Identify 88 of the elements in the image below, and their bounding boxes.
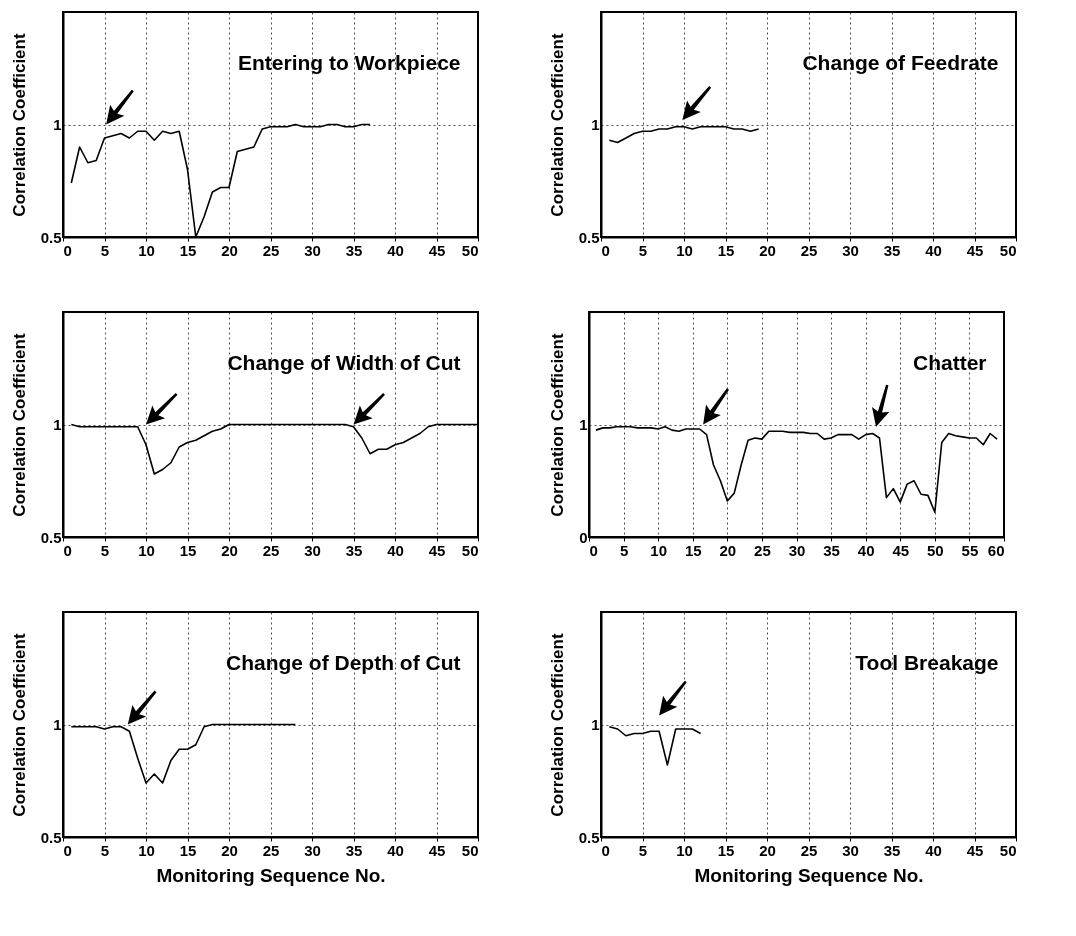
x-tick-label: 25: [754, 541, 771, 559]
y-axis-title: Correlation Coefficient: [9, 33, 29, 217]
x-tick-label: 15: [717, 241, 735, 259]
x-tick-label: 40: [925, 841, 942, 859]
y-axis-title: Correlation Coefficient: [547, 633, 567, 817]
x-axis-title: Monitoring Sequence No.: [694, 864, 924, 886]
x-tick-label: 25: [800, 841, 818, 859]
x-tick-label: 35: [883, 841, 901, 859]
x-tick-label: 35: [883, 241, 901, 259]
y-tick-label: 1: [53, 716, 62, 733]
x-tick-label: 45: [966, 241, 984, 259]
y-tick-label: 1: [53, 116, 62, 133]
x-tick-label: 45: [966, 841, 984, 859]
x-tick-label: 5: [638, 241, 648, 259]
x-tick-label: 25: [262, 541, 280, 559]
x-tick-label: 35: [823, 541, 840, 559]
x-tick-label: 10: [138, 841, 155, 859]
x-tick-label: 5: [638, 841, 648, 859]
x-tick-label: 25: [262, 241, 280, 259]
x-tick-label: 20: [221, 841, 238, 859]
x-tick-label: 55: [961, 541, 979, 559]
x-tick-label: 30: [304, 541, 321, 559]
x-tick-label: 35: [345, 841, 363, 859]
x-tick-label: 50: [461, 841, 479, 859]
x-tick-label: 15: [179, 841, 197, 859]
y-axis-title: Correlation Coefficient: [548, 333, 568, 517]
x-tick-label: 45: [428, 241, 446, 259]
text: Change of Width of Cut: [227, 351, 461, 374]
x-tick-label: 45: [428, 541, 446, 559]
x-tick-label: 35: [345, 541, 363, 559]
x-tick-label: 5: [100, 241, 110, 259]
x-tick-label: 50: [926, 541, 944, 559]
x-tick-label: 40: [857, 541, 875, 559]
x-tick-label: 45: [892, 541, 910, 559]
x-tick-label: 10: [138, 241, 155, 259]
x-tick-label: 40: [925, 241, 942, 259]
y-axis-title: Correlation Coefficient: [9, 333, 29, 517]
x-tick-label: 30: [304, 241, 321, 259]
y-tick-label: 0.5: [40, 828, 62, 846]
x-tick-label: 10: [138, 541, 155, 559]
x-tick-label: 5: [619, 541, 629, 559]
x-tick-label: 35: [345, 241, 363, 259]
x-tick-label: 20: [719, 541, 737, 559]
y-tick-label: 1: [591, 716, 600, 733]
y-tick-label: 0.5: [40, 528, 62, 546]
x-tick-label: 60: [987, 541, 1005, 559]
x-tick-label: 40: [387, 841, 404, 859]
x-tick-label: 50: [999, 241, 1017, 259]
text: Change of Depth of Cut: [226, 651, 461, 674]
x-tick-label: 10: [650, 541, 668, 559]
text: Change of Feedrate: [802, 51, 999, 74]
y-tick-label: 0: [579, 528, 588, 546]
x-axis-title: Monitoring Sequence No.: [156, 864, 386, 886]
y-axis-title: Correlation Coefficient: [9, 633, 29, 817]
x-tick-label: 5: [100, 841, 110, 859]
y-axis-title: Correlation Coefficient: [547, 33, 567, 217]
x-tick-label: 30: [788, 541, 806, 559]
x-tick-label: 50: [461, 541, 479, 559]
x-tick-label: 20: [759, 841, 776, 859]
x-tick-label: 5: [100, 541, 110, 559]
x-tick-label: 40: [387, 241, 404, 259]
x-tick-label: 15: [179, 241, 197, 259]
x-tick-label: 15: [179, 541, 197, 559]
x-tick-label: 15: [684, 541, 702, 559]
text: Tool Breakage: [855, 651, 999, 674]
text: Entering to Workpiece: [238, 51, 461, 74]
x-tick-label: 30: [842, 241, 859, 259]
x-tick-label: 45: [428, 841, 446, 859]
x-tick-label: 20: [759, 241, 776, 259]
x-tick-label: 20: [221, 541, 238, 559]
x-tick-label: 40: [387, 541, 404, 559]
x-tick-label: 10: [676, 841, 693, 859]
y-tick-label: 1: [53, 416, 62, 433]
y-tick-label: 0.5: [40, 228, 62, 246]
y-tick-label: 0.5: [578, 828, 600, 846]
x-tick-label: 25: [800, 241, 818, 259]
x-tick-label: 50: [999, 841, 1017, 859]
x-tick-label: 50: [461, 241, 479, 259]
y-tick-label: 0.5: [578, 228, 600, 246]
x-tick-label: 15: [717, 841, 735, 859]
x-tick-label: 25: [262, 841, 280, 859]
y-tick-label: 1: [591, 116, 600, 133]
x-tick-label: 10: [676, 241, 693, 259]
x-tick-label: 30: [842, 841, 859, 859]
x-tick-label: 20: [221, 241, 238, 259]
text: Chatter: [912, 351, 987, 374]
y-tick-label: 1: [579, 416, 588, 433]
x-tick-label: 30: [304, 841, 321, 859]
